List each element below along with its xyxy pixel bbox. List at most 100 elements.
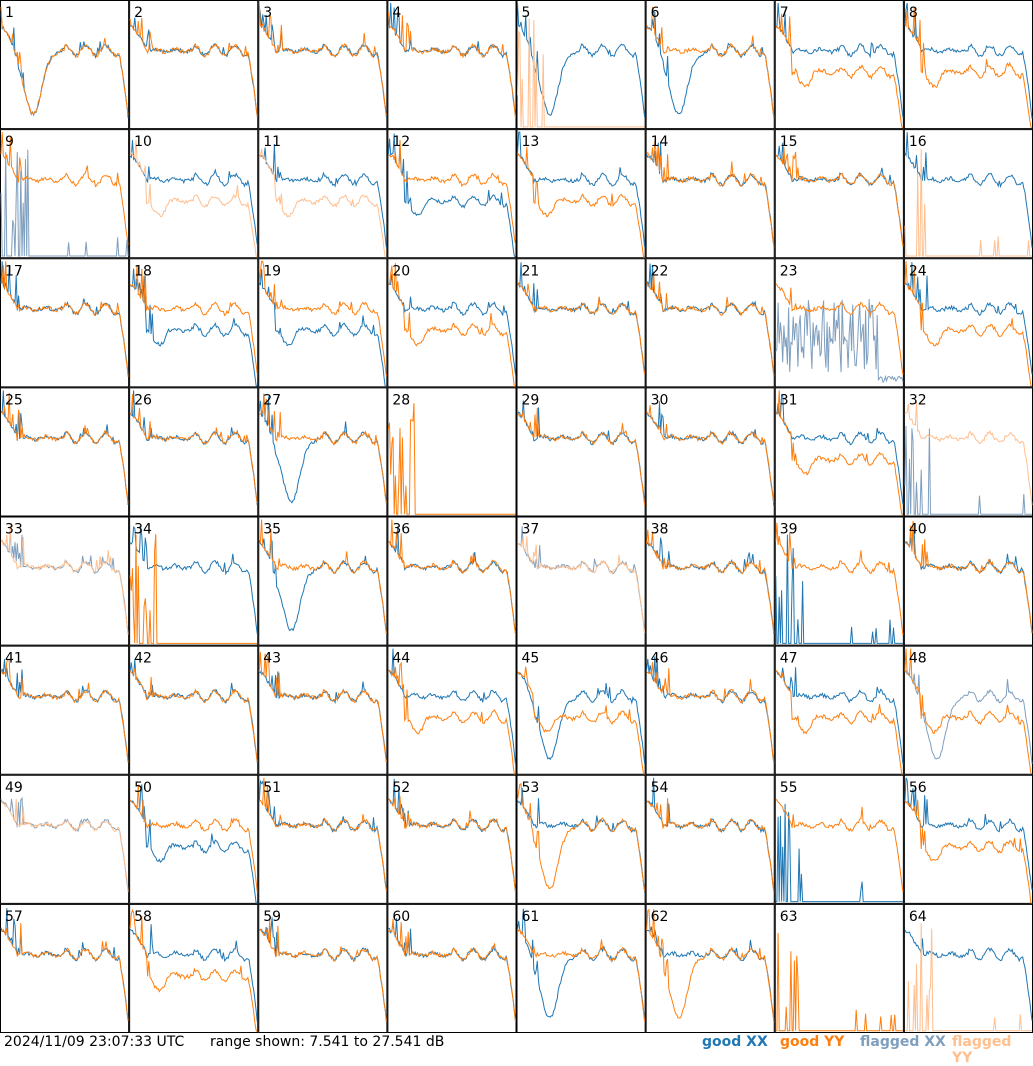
- series-xx: [129, 526, 258, 635]
- panel-label: 45: [522, 651, 540, 667]
- panel-37: 37: [516, 516, 646, 646]
- panel-frame: [645, 645, 775, 775]
- series-yy: [775, 669, 903, 775]
- series-xx: [775, 534, 903, 644]
- panel-27: 27: [258, 387, 388, 517]
- series-yy: [775, 146, 904, 247]
- series-yy: [646, 271, 775, 377]
- panel-label: 62: [651, 909, 669, 925]
- series-yy: [904, 402, 1033, 506]
- series-yy: [129, 17, 258, 117]
- panel-label: 31: [780, 392, 798, 408]
- series-yy: [0, 6, 129, 116]
- series-yy: [0, 798, 129, 893]
- panel-frame: [387, 129, 517, 259]
- panel-label: 20: [392, 263, 410, 279]
- panel-1: 1: [0, 0, 130, 130]
- panel-46: 46: [645, 645, 775, 775]
- series-xx: [129, 140, 258, 245]
- panel-frame: [258, 903, 388, 1033]
- series-xx: [517, 131, 646, 247]
- panel-label: 28: [392, 392, 410, 408]
- panel-frame: [774, 0, 904, 130]
- series-yy: [646, 798, 775, 894]
- series-yy: [388, 661, 516, 775]
- panel-label: 5: [522, 5, 531, 21]
- panel-frame: [0, 774, 130, 904]
- series-xx: [775, 298, 904, 384]
- series-yy: [646, 405, 775, 503]
- panel-18: 18: [129, 258, 259, 388]
- panel-54: 54: [645, 774, 775, 904]
- panel-label: 15: [780, 134, 798, 150]
- legend-flagged-xx: flagged XX: [860, 1034, 946, 1050]
- panel-frame: [129, 0, 259, 130]
- series-yy: [388, 139, 516, 245]
- panel-frame: [129, 516, 259, 646]
- panel-56: 56: [903, 774, 1033, 904]
- series-yy: [387, 403, 516, 515]
- series-xx: [775, 667, 904, 764]
- panel-frame: [0, 387, 130, 517]
- series-yy: [646, 662, 775, 763]
- panel-label: 39: [780, 522, 798, 538]
- series-yy: [775, 390, 904, 516]
- panel-label: 64: [909, 909, 927, 925]
- panel-frame: [129, 387, 259, 517]
- series-yy: [129, 534, 258, 644]
- panel-frame: [645, 129, 775, 259]
- series-yy: [646, 6, 775, 119]
- panel-label: 29: [522, 392, 540, 408]
- panel-label: 47: [780, 651, 798, 667]
- series-yy: [129, 908, 258, 1033]
- panel-label: 38: [651, 522, 669, 538]
- panel-label: 8: [909, 5, 918, 21]
- series-yy: [517, 18, 645, 128]
- series-yy: [129, 668, 258, 762]
- series-yy: [775, 283, 904, 375]
- panel-frame: [645, 774, 775, 904]
- panel-label: 41: [5, 651, 23, 667]
- series-xx: [517, 2, 646, 117]
- panel-39: 39: [774, 516, 904, 646]
- series-xx: [387, 133, 516, 258]
- series-xx: [0, 149, 129, 257]
- panel-label: 11: [263, 134, 281, 150]
- panel-label: 1: [5, 5, 14, 21]
- panel-label: 44: [392, 651, 410, 667]
- series-yy: [0, 923, 129, 1022]
- panel-frame: [258, 258, 388, 388]
- panel-29: 29: [516, 387, 646, 517]
- series-yy: [517, 782, 646, 892]
- legend-good-yy: good YY: [780, 1034, 845, 1050]
- series-yy: [0, 659, 129, 763]
- series-yy: [259, 394, 387, 503]
- panel-frame: [387, 903, 517, 1033]
- panel-5: 5: [516, 0, 646, 130]
- panel-frame: [774, 129, 904, 259]
- series-xx: [258, 269, 387, 387]
- series-yy: [904, 648, 1033, 775]
- panel-frame: [129, 645, 259, 775]
- series-yy: [258, 2, 387, 116]
- panel-3: 3: [258, 0, 388, 130]
- panel-16: 16: [903, 129, 1033, 259]
- series-yy: [388, 519, 516, 636]
- series-yy: [904, 520, 1033, 634]
- panel-label: 16: [909, 134, 927, 150]
- series-yy: [129, 140, 258, 258]
- panel-45: 45: [516, 645, 646, 775]
- series-yy: [258, 260, 387, 377]
- panel-label: 3: [263, 5, 272, 21]
- series-yy: [904, 261, 1033, 387]
- panel-23: 23: [774, 258, 904, 388]
- panel-frame: [645, 258, 775, 388]
- panel-frame: [0, 258, 130, 388]
- panel-label: 36: [392, 522, 410, 538]
- panel-64: 64: [903, 903, 1033, 1033]
- series-yy: [646, 908, 775, 1023]
- series-yy: [904, 7, 1033, 129]
- panel-frame: [258, 0, 388, 130]
- series-yy: [775, 932, 903, 1032]
- series-xx: [129, 268, 258, 387]
